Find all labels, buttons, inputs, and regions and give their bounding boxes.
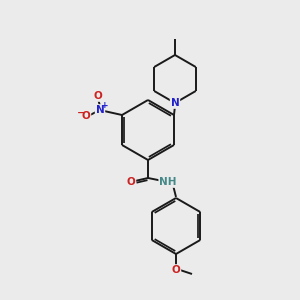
Text: O: O xyxy=(172,265,180,275)
Text: +: + xyxy=(101,101,109,110)
Text: O: O xyxy=(127,177,135,187)
Text: O: O xyxy=(82,111,90,121)
Text: N: N xyxy=(96,105,104,115)
Text: −: − xyxy=(76,108,85,118)
Text: O: O xyxy=(94,91,102,101)
Text: NH: NH xyxy=(159,177,177,187)
Text: N: N xyxy=(171,98,179,108)
